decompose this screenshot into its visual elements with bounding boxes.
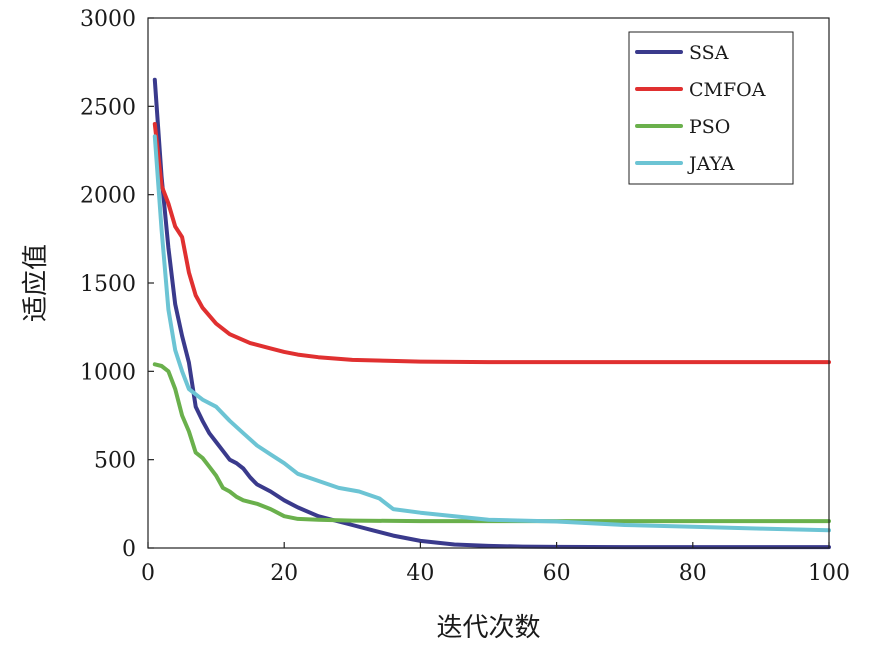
y-tick-label: 1000 (80, 360, 136, 385)
legend-label-pso: PSO (689, 116, 730, 138)
y-tick-label: 3000 (80, 7, 136, 32)
x-tick-label: 0 (141, 561, 155, 586)
y-tick-label: 500 (94, 449, 136, 474)
legend-label-jaya: JAYA (687, 153, 735, 175)
y-tick-label: 1500 (80, 272, 136, 297)
x-tick-label: 80 (679, 561, 707, 586)
series-line-ssa (152, 77, 831, 550)
legend-label-ssa: SSA (689, 42, 729, 64)
legend: SSA CMFOA PSO JAYA (628, 31, 794, 185)
x-tick-label: 60 (543, 561, 571, 586)
y-tick-label: 2500 (80, 95, 136, 120)
legend-label-cmfoa: CMFOA (689, 79, 766, 101)
series-line-cmfoa (152, 122, 831, 365)
y-tick-label: 0 (122, 537, 136, 562)
y-tick-label: 2000 (80, 184, 136, 209)
x-tick-label: 40 (406, 561, 434, 586)
series-line-jaya (152, 134, 831, 533)
x-tick-label: 20 (270, 561, 298, 586)
legend-box (628, 31, 794, 185)
x-tick-label: 100 (808, 561, 850, 586)
series-layer (152, 77, 831, 550)
x-axis-title: 迭代次数 (436, 613, 540, 643)
y-axis-title: 适应值 (21, 244, 51, 322)
